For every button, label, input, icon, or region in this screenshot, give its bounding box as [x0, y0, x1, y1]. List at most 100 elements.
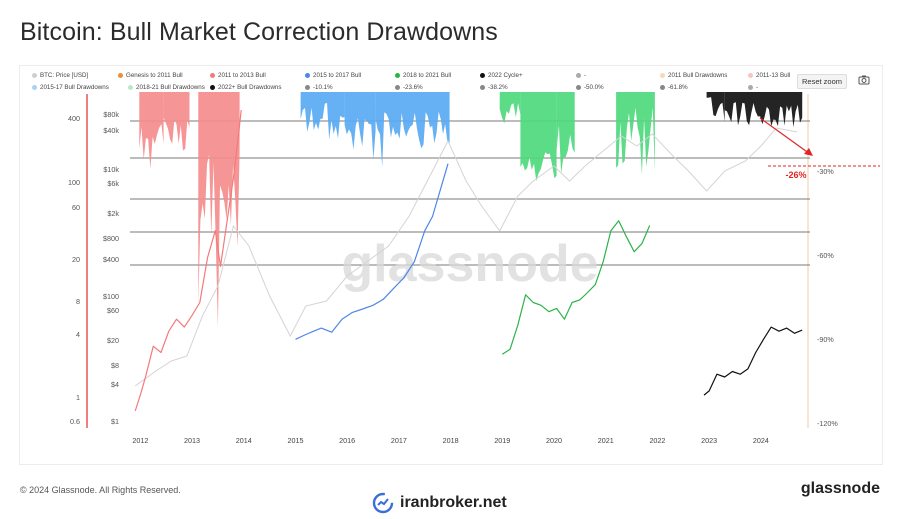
- legend-item[interactable]: -: [576, 72, 586, 79]
- x-axis-tick-label: 2014: [236, 436, 252, 445]
- camera-icon[interactable]: [858, 75, 870, 85]
- inner-axis-tick-label: $40k: [103, 126, 119, 135]
- legend: BTC: Price [USD] Genesis to 2011 Bull 2011…: [20, 66, 882, 94]
- inner-axis-tick-label: $2k: [107, 209, 119, 218]
- drawdown-fill-2011-13: [163, 92, 190, 151]
- legend-dot-icon: [395, 73, 400, 78]
- right-axis-tick-label: -120%: [817, 419, 838, 428]
- right-axis-tick-label: -60%: [817, 251, 834, 260]
- legend-dot-icon: [210, 73, 215, 78]
- inner-axis-tick-label: $4: [111, 380, 119, 389]
- inner-axis-tick-label: $800: [103, 234, 119, 243]
- legend-item[interactable]: 2018 to 2021 Bull: [395, 72, 451, 79]
- legend-label: -10.1%: [313, 84, 333, 91]
- legend-label: 2015-17 Bull Drawdowns: [40, 84, 109, 91]
- legend-item[interactable]: BTC: Price [USD]: [32, 72, 88, 79]
- legend-dot-icon: [305, 73, 310, 78]
- legend-item[interactable]: 2011-13 Bull: [748, 72, 790, 79]
- legend-label: 2011 to 2013 Bull: [218, 72, 266, 79]
- left-axis-tick-label: 20: [72, 255, 80, 264]
- x-axis-tick-label: 2012: [132, 436, 148, 445]
- x-axis-tick-label: 2013: [184, 436, 200, 445]
- series-line-2015-17: [295, 163, 449, 340]
- legend-item[interactable]: 2015 to 2017 Bull: [305, 72, 361, 79]
- chart-panel: BTC: Price [USD] Genesis to 2011 Bull 2011…: [19, 65, 883, 465]
- legend-label: 2022+ Bull Drawdowns: [218, 84, 282, 91]
- trend-arrow-line: [759, 117, 811, 155]
- legend-item[interactable]: -23.6%: [395, 84, 423, 91]
- legend-dot-icon: [210, 85, 215, 90]
- footer-copyright: © 2024 Glassnode. All Rights Reserved.: [20, 485, 181, 495]
- left-axis-tick-label: 8: [76, 297, 80, 306]
- legend-item[interactable]: -61.8%: [660, 84, 688, 91]
- legend-item[interactable]: 2022 Cycle+: [480, 72, 523, 79]
- left-axis-tick-label: 0.6: [70, 417, 80, 426]
- legend-dot-icon: [576, 73, 581, 78]
- series-line-2011-13: [134, 110, 242, 412]
- legend-item[interactable]: 2011 Bull Drawdowns: [660, 72, 727, 79]
- legend-dot-icon: [576, 85, 581, 90]
- legend-item[interactable]: 2011 to 2013 Bull: [210, 72, 266, 79]
- drawdown-fill-2022: [724, 92, 803, 128]
- legend-item[interactable]: -50.0%: [576, 84, 604, 91]
- legend-dot-icon: [32, 73, 37, 78]
- left-axis-tick-label: 100: [68, 178, 80, 187]
- legend-dot-icon: [748, 85, 753, 90]
- legend-label: -38.2%: [488, 84, 508, 91]
- reset-zoom-button[interactable]: Reset zoom: [797, 74, 848, 89]
- legend-dot-icon: [480, 85, 485, 90]
- btc-price-line: [134, 127, 798, 387]
- footer-logo: glassnode: [800, 480, 880, 497]
- series-line-2018-21: [501, 220, 651, 355]
- left-axis-tick-label: 1: [76, 393, 80, 402]
- series-line-2022: [703, 326, 803, 396]
- legend-label: BTC: Price [USD]: [40, 72, 89, 79]
- inner-axis-tick-label: $100: [103, 292, 119, 301]
- inner-axis-tick-label: $60: [107, 306, 119, 315]
- legend-label: 2011 Bull Drawdowns: [668, 72, 728, 79]
- legend-label: Genesis to 2011 Bull: [126, 72, 183, 79]
- inner-axis-tick-label: $8: [111, 361, 119, 370]
- x-axis-tick-label: 2020: [546, 436, 562, 445]
- legend-dot-icon: [118, 73, 123, 78]
- x-axis-tick-label: 2016: [339, 436, 355, 445]
- chart-plot: 400 100 60 20 8 4 1 0.6 $80k $40k $10k $6k $2k $800 $4…: [68, 92, 880, 445]
- legend-item[interactable]: -38.2%: [480, 84, 508, 91]
- drawdown-fill-2011-13: [139, 92, 164, 169]
- legend-item[interactable]: 2022+ Bull Drawdowns: [210, 84, 281, 91]
- drawdown-fill-2018-21: [499, 92, 521, 124]
- inner-axis-tick-label: $400: [103, 255, 119, 264]
- legend-dot-icon: [480, 73, 485, 78]
- drawdown-annotation: -26%: [785, 170, 806, 180]
- page-title: Bitcoin: Bull Market Correction Drawdown…: [20, 18, 498, 46]
- trend-arrow-head-icon: [804, 148, 813, 156]
- legend-label: -: [584, 72, 587, 79]
- x-axis-tick-label: 2017: [391, 436, 407, 445]
- legend-item[interactable]: -10.1%: [305, 84, 333, 91]
- legend-item[interactable]: 2018-21 Bull Drawdowns: [128, 84, 205, 91]
- drawdown-fill-2018-21: [520, 92, 557, 182]
- legend-label: -61.8%: [668, 84, 688, 91]
- legend-dot-icon: [395, 85, 400, 90]
- drawdown-fill-2015-17: [300, 92, 345, 140]
- legend-dot-icon: [748, 73, 753, 78]
- legend-label: -: [756, 84, 759, 91]
- legend-label: -50.0%: [584, 84, 604, 91]
- brand: iranbroker.net: [372, 492, 507, 514]
- legend-item[interactable]: -: [748, 84, 758, 91]
- legend-item[interactable]: Genesis to 2011 Bull: [118, 72, 183, 79]
- x-axis-tick-label: 2021: [598, 436, 614, 445]
- drawdown-fill-2011-13: [198, 92, 240, 327]
- x-axis-tick-label: 2024: [753, 436, 769, 445]
- legend-item[interactable]: 2015-17 Bull Drawdowns: [32, 84, 109, 91]
- legend-label: 2015 to 2017 Bull: [313, 72, 362, 79]
- drawdown-fill-2018-21: [616, 92, 655, 175]
- drawdown-fill-2015-17: [344, 92, 376, 160]
- legend-label: 2018-21 Bull Drawdowns: [136, 84, 205, 91]
- left-axis-tick-label: 4: [76, 330, 80, 339]
- inner-axis-tick-label: $10k: [103, 165, 119, 174]
- legend-dot-icon: [128, 85, 133, 90]
- inner-axis-tick-label: $80k: [103, 110, 119, 119]
- inner-axis-tick-label: $20: [107, 336, 119, 345]
- x-axis-tick-label: 2018: [443, 436, 459, 445]
